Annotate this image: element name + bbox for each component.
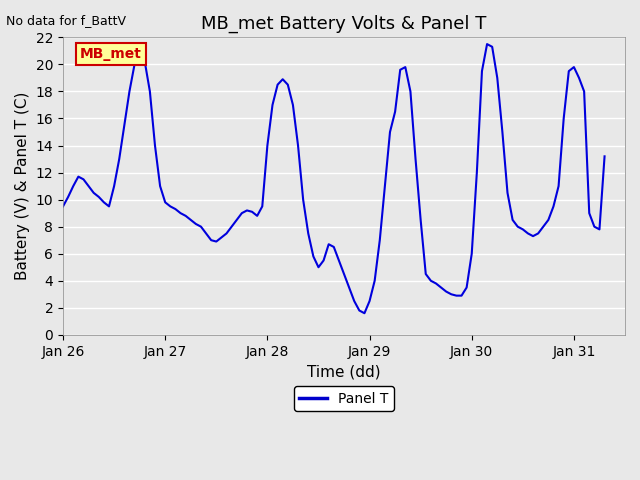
Title: MB_met Battery Volts & Panel T: MB_met Battery Volts & Panel T (202, 15, 486, 33)
Text: No data for f_BattV: No data for f_BattV (6, 14, 127, 27)
Text: MB_met: MB_met (80, 47, 142, 61)
Legend: Panel T: Panel T (294, 386, 394, 411)
X-axis label: Time (dd): Time (dd) (307, 364, 381, 379)
Y-axis label: Battery (V) & Panel T (C): Battery (V) & Panel T (C) (15, 92, 30, 280)
